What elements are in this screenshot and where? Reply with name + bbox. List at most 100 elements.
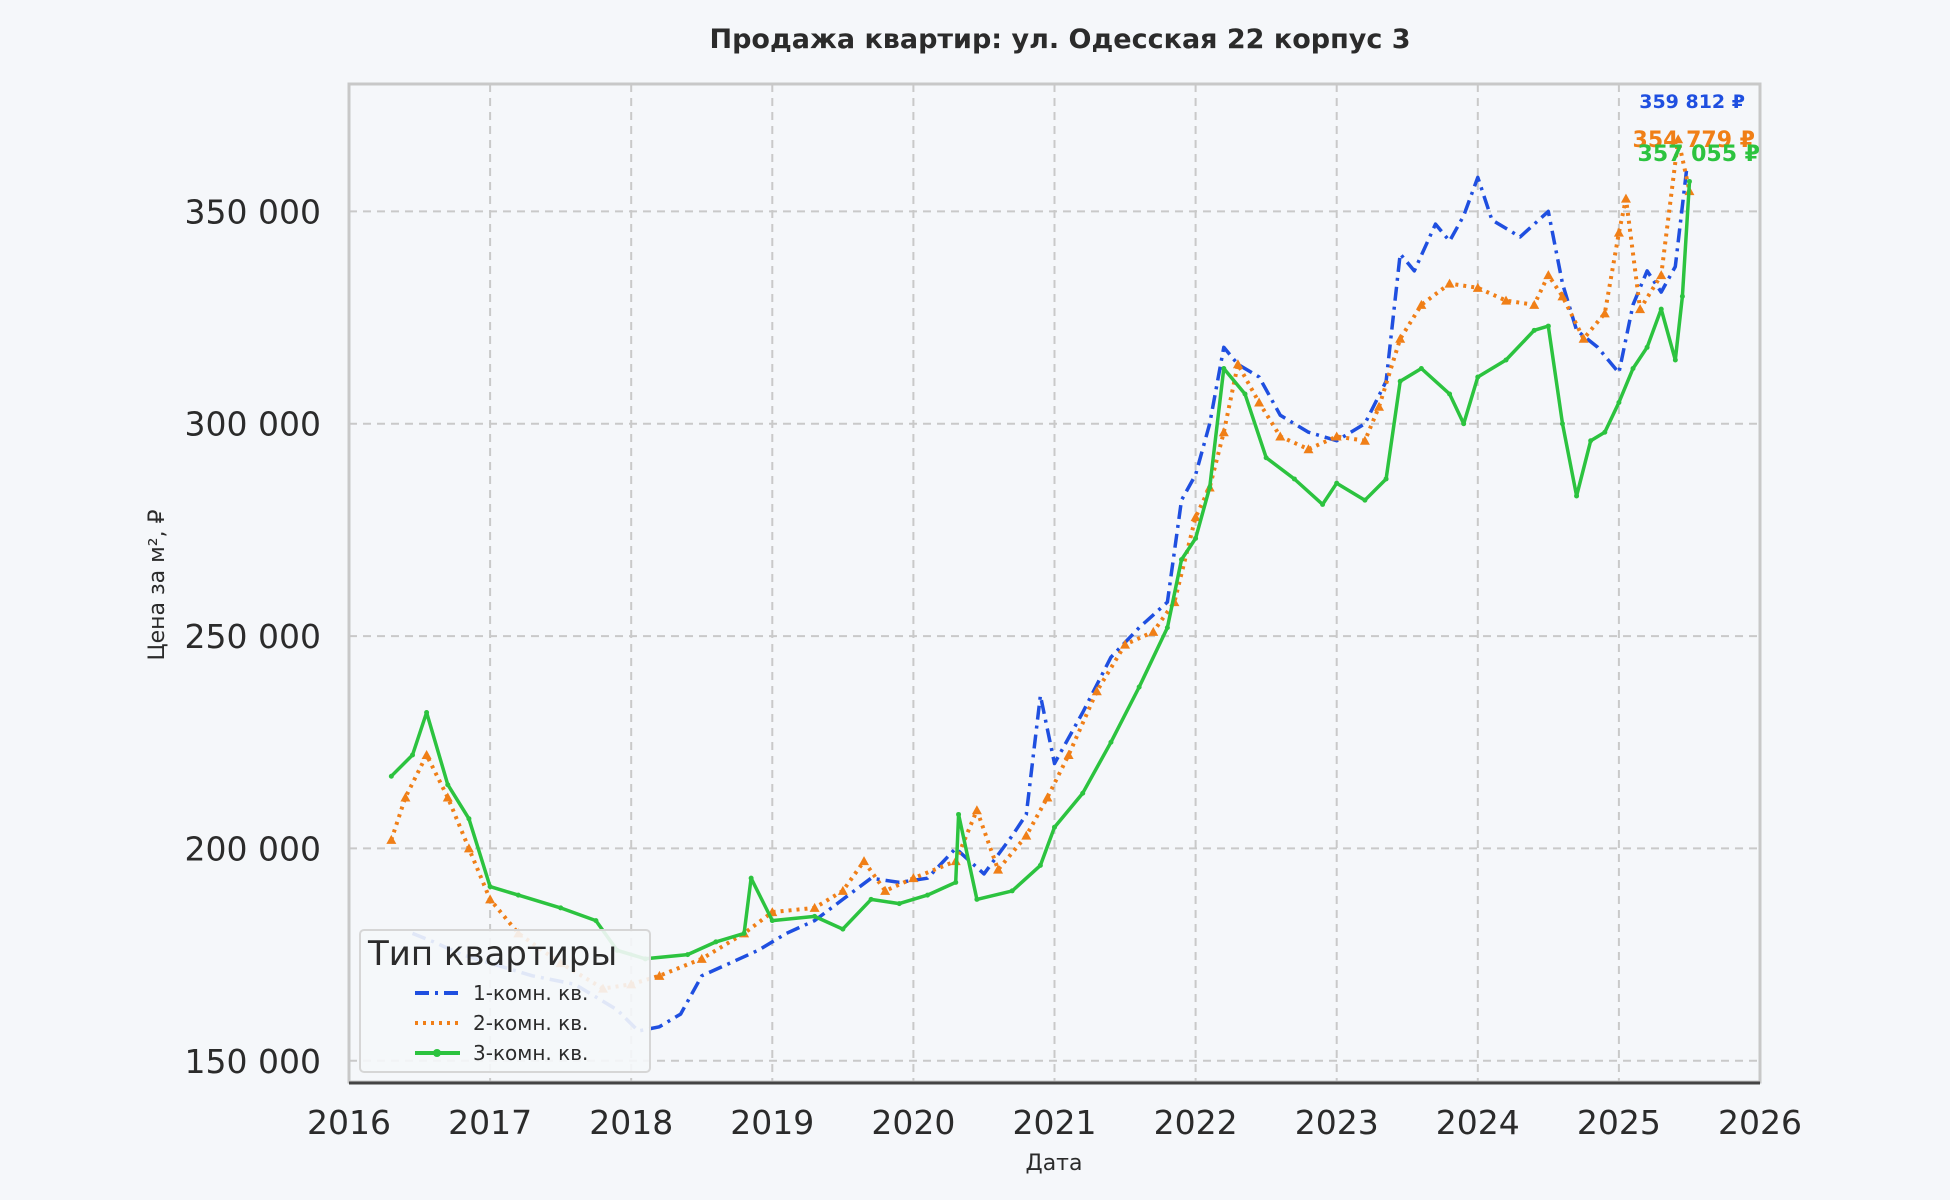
series-3-point xyxy=(1164,625,1170,631)
legend-label-2: 2-комн. кв. xyxy=(473,1011,588,1035)
x-tick-label: 2019 xyxy=(730,1103,814,1142)
series-line-1 xyxy=(411,169,1689,1033)
series-2-point xyxy=(1218,427,1229,437)
series-2-point xyxy=(1416,299,1427,309)
series-2-point xyxy=(442,792,453,802)
legend-marker-3 xyxy=(433,1049,441,1057)
series-2-point xyxy=(386,834,397,844)
series-2-point xyxy=(1275,431,1286,441)
series-3-point xyxy=(1320,501,1326,507)
legend-title: Тип квартиры xyxy=(367,934,617,974)
series-3-point xyxy=(1009,888,1015,894)
series-3-point xyxy=(685,952,691,958)
series-2-point xyxy=(1578,333,1589,343)
series-3-point xyxy=(868,896,874,902)
series-2-point xyxy=(1543,270,1554,280)
x-tick-label: 2024 xyxy=(1436,1103,1520,1142)
series-3-point xyxy=(1559,421,1565,427)
series-3-point xyxy=(593,918,599,924)
series-3-point xyxy=(840,926,846,932)
series-3-point xyxy=(1418,366,1424,372)
series-2-point xyxy=(1620,193,1631,203)
series-3-point xyxy=(424,710,430,716)
series-2-point xyxy=(1613,227,1624,237)
series-3-point xyxy=(1545,323,1551,329)
series-3-point xyxy=(445,782,451,788)
series-2-point xyxy=(971,805,982,815)
series-2-point xyxy=(1063,749,1074,759)
series-2-point xyxy=(421,749,432,759)
series-3-point xyxy=(1602,429,1608,435)
series-3-point xyxy=(1531,327,1537,333)
series-3-point xyxy=(1672,357,1678,363)
series-3-point xyxy=(1178,557,1184,563)
legend-label-3: 3-комн. кв. xyxy=(473,1041,588,1065)
series-2-point xyxy=(1303,444,1314,454)
series-3-point xyxy=(1136,684,1142,690)
series-3-point xyxy=(1397,378,1403,384)
series-2-point xyxy=(993,864,1004,874)
y-tick-label: 250 000 xyxy=(185,617,321,656)
annotation-2: 354 779 ₽ xyxy=(1633,128,1755,153)
y-axis-ticks: 150 000 200 000 250 000 300 000 350 000 xyxy=(185,192,321,1080)
y-axis-label: Цена за м², ₽ xyxy=(145,509,170,660)
series-3-point xyxy=(1207,484,1213,490)
series-3-point xyxy=(1630,366,1636,372)
series-2-point xyxy=(1635,304,1646,314)
series-2-point xyxy=(696,953,707,963)
series-2-point xyxy=(1529,299,1540,309)
series-3-point xyxy=(1221,366,1227,372)
series-3-point xyxy=(466,816,472,822)
series-2-point xyxy=(1254,397,1265,407)
series-3-point xyxy=(1108,739,1114,745)
legend-box xyxy=(359,929,651,1073)
x-tick-label: 2020 xyxy=(871,1103,955,1142)
series-2-point xyxy=(1395,333,1406,343)
series-3-point xyxy=(1588,438,1594,444)
legend-items: 1-комн. кв. 2-комн. кв. 3-комн. кв. xyxy=(415,981,588,1065)
series-3-point xyxy=(896,901,902,907)
series-3-point xyxy=(925,892,931,898)
series-3-point xyxy=(1242,391,1248,397)
x-axis-label: Дата xyxy=(1026,1151,1083,1176)
series-3-point xyxy=(1291,476,1297,482)
series-2-point xyxy=(1021,830,1032,840)
series-2-point xyxy=(1120,639,1131,649)
series-2-point xyxy=(1359,435,1370,445)
legend-label-1: 1-комн. кв. xyxy=(473,981,588,1005)
series-3-point xyxy=(1193,535,1199,541)
x-axis-ticks: 2016 2017 2018 2019 2020 2021 2022 2023 2024 2025… xyxy=(307,1103,1802,1142)
series-3-point xyxy=(515,892,521,898)
series-3-point xyxy=(1334,480,1340,486)
annotation-3: 357 055 ₽ xyxy=(1638,142,1760,167)
series-2-point xyxy=(837,885,848,895)
series-3-point xyxy=(409,752,415,758)
series-3-point xyxy=(1679,293,1685,299)
series-3-point xyxy=(1686,178,1692,184)
y-tick-label: 150 000 xyxy=(185,1042,321,1081)
series-3-point xyxy=(1080,790,1086,796)
x-tick-label: 2025 xyxy=(1577,1103,1661,1142)
series-2-point xyxy=(1656,270,1667,280)
series-3-point xyxy=(1037,862,1043,868)
annotation-1: 359 812 ₽ xyxy=(1639,91,1745,113)
series-2-point xyxy=(1091,686,1102,696)
series-2-point xyxy=(1190,512,1201,522)
series-2-point xyxy=(1331,431,1342,441)
series-3-point xyxy=(812,913,818,919)
series-2-point xyxy=(1444,278,1455,288)
x-tick-label: 2023 xyxy=(1295,1103,1379,1142)
y-tick-label: 200 000 xyxy=(185,829,321,868)
series-3-point xyxy=(1658,306,1664,312)
series-3-point xyxy=(713,939,719,945)
chart-title: Продажа квартир: ул. Одесская 22 корпус … xyxy=(709,24,1410,55)
series-2-point xyxy=(1501,295,1512,305)
series-2-point xyxy=(400,792,411,802)
series-2-point xyxy=(1148,626,1159,636)
series-3-point xyxy=(741,930,747,936)
series-2-point xyxy=(1042,792,1053,802)
series-3-point xyxy=(1616,400,1622,406)
series-3-point xyxy=(1503,357,1509,363)
x-tick-label: 2026 xyxy=(1718,1103,1802,1142)
